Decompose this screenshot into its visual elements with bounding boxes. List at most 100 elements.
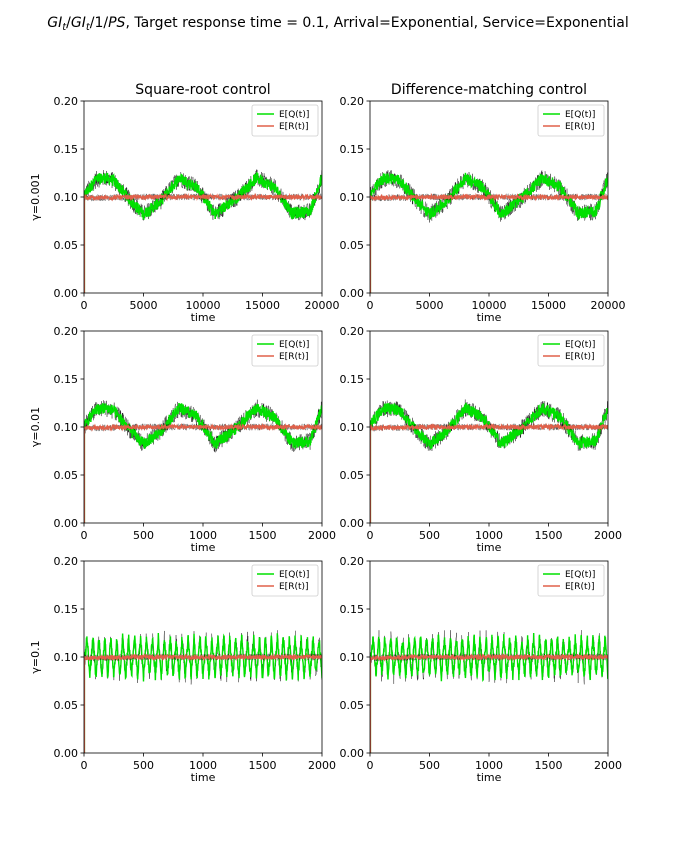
series-e-q-t-line — [370, 633, 608, 683]
panel-row1-col2: 0 5000 10000 15000 20000 0.00 0.05 0.10 0.15 0.20… — [340, 82, 626, 324]
y-tick-label: 0.00 — [54, 287, 79, 300]
legend-box — [251, 334, 319, 367]
y-tick-label: 0.05 — [54, 239, 79, 252]
series-e-q-t-band — [84, 169, 322, 221]
y-tick-label: 0.20 — [340, 325, 365, 338]
y-tick-label: 0.00 — [54, 747, 79, 760]
legend-label-e-r-t: E[R(t)] — [565, 352, 595, 362]
y-tick-label: 0.10 — [340, 651, 365, 664]
y-axis-label: γ=0.001 — [29, 173, 42, 220]
legend-label-e-q-t: E[Q(t)] — [279, 110, 309, 120]
x-tick-label: 15000 — [245, 299, 280, 312]
legend: E[Q(t)] E[R(t)] — [537, 104, 605, 137]
y-tick-label: 0.05 — [340, 469, 365, 482]
x-tick-label: 500 — [419, 759, 440, 772]
legend-label-e-r-t: E[R(t)] — [279, 582, 309, 592]
x-tick-label: 1000 — [189, 759, 217, 772]
legend-box — [537, 104, 605, 137]
suptitle-part: /1/ — [90, 15, 109, 31]
x-tick-label: 0 — [81, 759, 88, 772]
y-tick-label: 0.20 — [340, 555, 365, 568]
x-axis-label: time — [191, 771, 216, 784]
panels: 0 5000 10000 15000 200000.000.050.100.150.20… — [29, 82, 626, 784]
series-e-q-t-line — [84, 402, 322, 449]
x-tick-label: 0 — [81, 529, 88, 542]
plot-area — [370, 399, 608, 523]
x-tick-label: 15000 — [531, 299, 566, 312]
legend: E[Q(t)] E[R(t)] — [251, 334, 319, 367]
x-tick-label: 500 — [133, 529, 154, 542]
plot-area — [370, 170, 608, 293]
legend-label-e-q-t: E[Q(t)] — [565, 570, 595, 580]
panel-row2-col1: 0 500 1000 1500 2000 0.00 0.05 0.10 0.15 0.20 time… — [29, 325, 336, 554]
x-tick-label: 2000 — [594, 529, 622, 542]
y-tick-label: 0.05 — [54, 699, 79, 712]
plot-area — [84, 399, 322, 523]
x-tick-label: 1500 — [535, 759, 563, 772]
x-tick-label: 2000 — [594, 759, 622, 772]
x-tick-label: 0 — [367, 759, 374, 772]
x-axis-label: time — [191, 541, 216, 554]
x-axis-label: time — [477, 311, 502, 324]
legend-box — [251, 564, 319, 597]
x-tick-label: 500 — [133, 759, 154, 772]
suptitle-part: PS — [108, 15, 125, 31]
y-axis-label: γ=0.1 — [29, 640, 42, 673]
suptitle-part: t — [86, 22, 91, 33]
panel-row2-col2: 0 500 1000 1500 2000 0.00 0.05 0.10 0.15 0.20 time… — [340, 325, 623, 554]
series-e-r-t-line — [370, 652, 608, 662]
y-tick-label: 0.15 — [340, 603, 365, 616]
legend-label-e-r-t: E[R(t)] — [279, 122, 309, 132]
legend-label-e-q-t: E[Q(t)] — [279, 340, 309, 350]
legend-label-e-r-t: E[R(t)] — [565, 582, 595, 592]
y-tick-label: 0.15 — [54, 143, 79, 156]
x-tick-label: 5000 — [416, 299, 444, 312]
y-tick-label: 0.10 — [54, 651, 79, 664]
x-tick-label: 1500 — [249, 529, 277, 542]
suptitle-part: / — [66, 15, 71, 31]
x-tick-label: 1500 — [535, 529, 563, 542]
x-tick-label: 1000 — [189, 529, 217, 542]
y-tick-label: 0.20 — [54, 325, 79, 338]
legend-box — [537, 334, 605, 367]
x-tick-label: 2000 — [308, 529, 336, 542]
x-tick-label: 20000 — [305, 299, 340, 312]
x-tick-label: 20000 — [591, 299, 626, 312]
x-tick-label: 0 — [81, 299, 88, 312]
plot-area — [84, 169, 322, 293]
panel-row3-col2: 0 500 1000 1500 2000 0.00 0.05 0.10 0.15 0.20 time… — [340, 555, 623, 784]
plot-area — [370, 630, 608, 753]
series-e-r-t-line — [370, 192, 608, 202]
legend: E[Q(t)] E[R(t)] — [537, 564, 605, 597]
panel-row3-col1: 0 500 1000 1500 2000 0.00 0.05 0.10 0.15 0.20 time… — [29, 555, 336, 784]
y-tick-label: 0.00 — [340, 287, 365, 300]
legend-label-e-q-t: E[Q(t)] — [565, 340, 595, 350]
series-e-r-t-line — [84, 192, 322, 202]
legend: E[Q(t)] E[R(t)] — [251, 104, 319, 137]
suptitle-part: t — [62, 22, 67, 33]
y-tick-label: 0.00 — [54, 517, 79, 530]
y-tick-label: 0.00 — [340, 517, 365, 530]
y-tick-label: 0.20 — [340, 95, 365, 108]
y-tick-label: 0.10 — [54, 191, 79, 204]
y-tick-label: 0.05 — [340, 239, 365, 252]
x-tick-label: 0 — [367, 299, 374, 312]
legend-label-e-r-t: E[R(t)] — [565, 122, 595, 132]
panel-row1-col1: 0 5000 10000 15000 20000 0.00 0.05 0.10 0.15 0.20… — [29, 82, 340, 324]
x-tick-label: 1500 — [249, 759, 277, 772]
legend-label-e-q-t: E[Q(t)] — [565, 110, 595, 120]
x-tick-label: 2000 — [308, 759, 336, 772]
y-axis-label: γ=0.01 — [29, 407, 42, 447]
y-tick-label: 0.15 — [340, 143, 365, 156]
suptitle-part: , Target response time = 0.1, Arrival=Ex… — [125, 15, 628, 31]
figure-suptitle: GIt/GIt/1/PS, Target response time = 0.1… — [47, 15, 629, 33]
legend-label-e-r-t: E[R(t)] — [279, 352, 309, 362]
legend-label-e-q-t: E[Q(t)] — [279, 570, 309, 580]
suptitle-part: GI — [47, 15, 62, 31]
x-tick-label: 5000 — [130, 299, 158, 312]
series-e-q-t-line — [370, 402, 608, 450]
x-axis-label: time — [477, 541, 502, 554]
panel-title: Difference-matching control — [391, 82, 587, 98]
legend-box — [251, 104, 319, 137]
y-tick-label: 0.05 — [340, 699, 365, 712]
